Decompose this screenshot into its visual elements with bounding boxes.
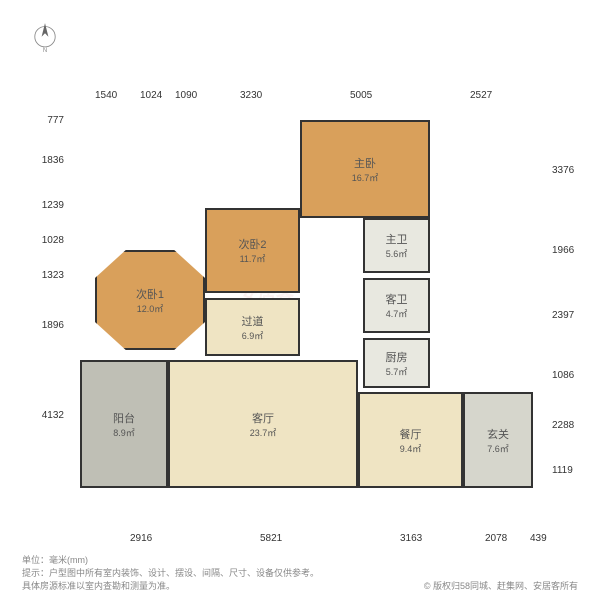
dimension-label: 777 [34,115,64,126]
dimension-label: 1323 [34,270,64,281]
room-master-bed: 主卧16.7㎡ [300,120,430,218]
dimension-label: 1119 [552,465,582,476]
unit-label: 单位：毫米(mm) [22,553,319,566]
copyright: © 版权归58同城、赶集网、安居客所有 [424,579,578,592]
room-master-bath: 主卫5.6㎡ [363,218,430,273]
room-kitchen: 厨房5.7㎡ [363,338,430,388]
room-label: 次卧1 [136,286,164,302]
dimension-label: 1024 [140,90,162,101]
room-area: 4.7㎡ [386,307,408,320]
dimension-label: 1896 [34,320,64,331]
room-area: 23.7㎡ [250,426,277,439]
room-balcony: 阳台8.9㎡ [80,360,168,488]
dimension-label: 1239 [34,200,64,211]
room-bed1: 次卧112.0㎡ [95,250,205,350]
room-label: 客卫 [386,291,408,307]
dimension-label: 3163 [400,533,422,544]
dimension-label: 4132 [34,410,64,421]
dimension-label: 3376 [552,165,582,176]
dimension-label: 3230 [240,90,262,101]
dimension-label: 1540 [95,90,117,101]
room-bed2: 次卧211.7㎡ [205,208,300,293]
floorplan-canvas: N 安居客 主卧16.7㎡次卧211.7㎡次卧112.0㎡主卫5.6㎡客卫4.7… [0,0,600,600]
room-area: 8.9㎡ [113,426,135,439]
room-area: 16.7㎡ [352,171,379,184]
room-label: 餐厅 [400,426,422,442]
room-foyer: 玄关7.6㎡ [463,392,533,488]
dimension-label: 1966 [552,245,582,256]
dimension-label: 2527 [470,90,492,101]
footer: 单位：毫米(mm) 提示：户型图中所有室内装饰、设计、摆设、间隔、尺寸、设备仅供… [22,553,578,592]
room-label: 厨房 [386,349,408,365]
dimension-label: 5005 [350,90,372,101]
room-guest-bath: 客卫4.7㎡ [363,278,430,333]
room-label: 阳台 [113,410,135,426]
room-area: 5.6㎡ [386,247,408,260]
dimension-label: 1090 [175,90,197,101]
room-area: 6.9㎡ [242,329,264,342]
room-label: 玄关 [487,426,509,442]
room-area: 11.7㎡ [240,252,266,265]
room-label: 主卫 [386,231,408,247]
dimension-label: 2078 [485,533,507,544]
dimension-label: 2288 [552,420,582,431]
room-label: 主卧 [354,155,376,171]
room-area: 5.7㎡ [386,365,408,378]
room-area: 12.0㎡ [137,302,164,315]
room-area: 7.6㎡ [487,442,509,455]
dimension-label: 439 [530,533,547,544]
room-label: 过道 [242,313,264,329]
svg-text:N: N [43,48,47,52]
room-area: 9.4㎡ [400,442,422,455]
compass-icon: N [28,18,62,52]
dimension-label: 5821 [260,533,282,544]
room-living: 客厅23.7㎡ [168,360,358,488]
room-label: 次卧2 [238,236,266,252]
dimension-label: 1086 [552,370,582,381]
dimension-label: 2916 [130,533,152,544]
room-dining: 餐厅9.4㎡ [358,392,463,488]
dimension-label: 1836 [34,155,64,166]
dimension-label: 2397 [552,310,582,321]
dimension-label: 1028 [34,235,64,246]
disclaimer: 提示：户型图中所有室内装饰、设计、摆设、间隔、尺寸、设备仅供参考。 具体房源标准… [22,566,319,592]
room-hallway: 过道6.9㎡ [205,298,300,356]
room-label: 客厅 [252,410,274,426]
